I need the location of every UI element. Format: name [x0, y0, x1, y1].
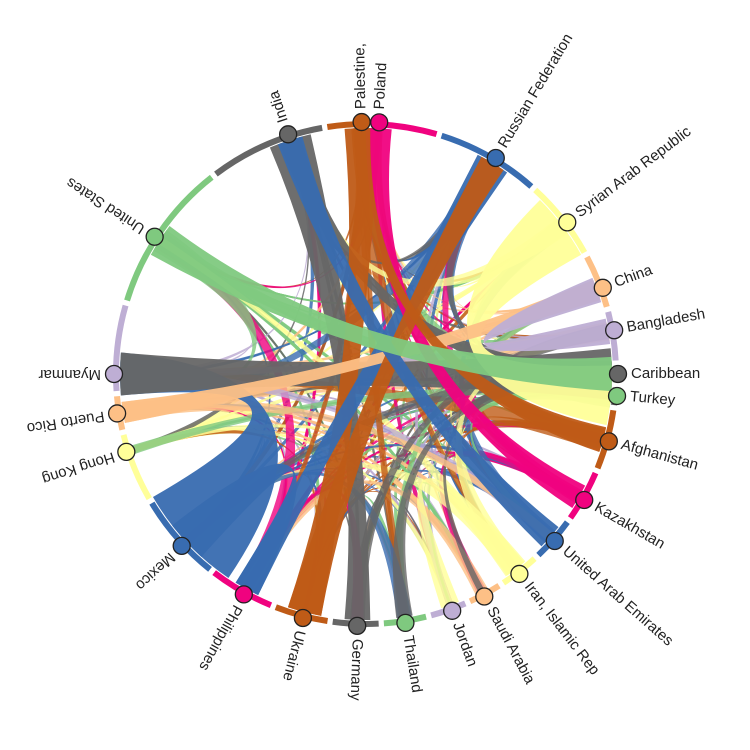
- node-label: Turkey: [629, 388, 676, 409]
- ribbon: [150, 225, 612, 392]
- node-ukraine: Ukraine: [279, 608, 313, 683]
- node-myanmar: Myanmar: [38, 364, 124, 384]
- node-label: Palestine,: [351, 43, 369, 109]
- node-mexico: Mexico: [132, 536, 191, 594]
- node-caribbean: Caribbean: [608, 364, 700, 384]
- node-label: Poland: [371, 62, 390, 110]
- node-dot: [599, 432, 618, 451]
- node-turkey: Turkey: [607, 386, 676, 409]
- ribbon: [353, 127, 607, 453]
- node-dot: [293, 608, 313, 628]
- node-china: China: [593, 261, 655, 297]
- arc-united-states: [124, 174, 214, 302]
- node-label: China: [612, 261, 655, 291]
- node-dot: [608, 364, 628, 384]
- node-label: Caribbean: [631, 365, 700, 382]
- node-afghanistan: Afghanistan: [599, 432, 700, 474]
- ribbon: [120, 352, 278, 578]
- node-dot: [545, 531, 564, 551]
- node-dot: [104, 364, 124, 384]
- node-poland: Poland: [370, 62, 390, 132]
- node-label: Philippines: [195, 602, 245, 674]
- node-russian-federation: Russian Federation: [486, 31, 577, 168]
- node-dot: [510, 564, 529, 584]
- node-jordan: Jordan: [443, 601, 481, 669]
- ribbon: [277, 136, 559, 547]
- node-label: Jordan: [449, 620, 481, 669]
- node-dot: [605, 321, 624, 340]
- node-label: United States: [63, 174, 148, 237]
- ribbon: [287, 127, 379, 616]
- node-dot: [396, 613, 415, 633]
- node-dot: [443, 601, 462, 620]
- node-bangladesh: Bangladesh: [605, 305, 706, 340]
- node-dot: [352, 112, 371, 132]
- node-label: Syrian Arab Republic: [572, 123, 694, 221]
- node-label: Mexico: [132, 549, 178, 594]
- ribbon-layer: [119, 127, 613, 620]
- node-thailand: Thailand: [396, 613, 426, 694]
- node-dot: [145, 227, 164, 246]
- node-label: India: [265, 88, 291, 125]
- node-syrian-arab-republic: Syrian Arab Republic: [558, 123, 695, 232]
- node-dot: [348, 616, 367, 635]
- node-dot: [593, 278, 612, 297]
- node-puerto-rico: Puerto Rico: [26, 404, 127, 437]
- arc-mexico: [149, 501, 212, 572]
- node-dot: [234, 585, 253, 604]
- node-philippines: Philippines: [195, 585, 253, 674]
- node-label: Hong Kong: [40, 448, 117, 487]
- ribbon: [417, 478, 526, 609]
- node-dot: [486, 148, 505, 168]
- node-dot: [575, 490, 594, 510]
- node-label: Germany: [347, 639, 366, 702]
- ribbon: [483, 277, 611, 352]
- node-hong-kong: Hong Kong: [40, 442, 136, 488]
- node-dot: [172, 536, 191, 556]
- node-dot: [475, 587, 494, 606]
- node-label: Puerto Rico: [26, 408, 106, 437]
- node-label: Myanmar: [38, 366, 101, 383]
- node-label: Afghanistan: [619, 436, 700, 474]
- node-dot: [278, 125, 298, 144]
- ribbon: [158, 223, 565, 305]
- node-dot: [107, 404, 127, 423]
- arc-poland: [372, 121, 438, 138]
- ribbon: [183, 461, 525, 576]
- node-saudi-arabia: Saudi Arabia: [475, 587, 539, 688]
- node-label: Iran, Islamic Rep: [521, 579, 603, 679]
- arc-russian-federation: [440, 132, 534, 189]
- node-palestine-: Palestine,: [351, 43, 371, 132]
- node-united-states: United States: [63, 174, 164, 246]
- node-kazakhstan: Kazakhstan: [575, 490, 668, 553]
- ribbon: [287, 156, 504, 616]
- node-label: Thailand: [400, 634, 426, 693]
- node-dot: [558, 213, 577, 232]
- ribbon: [121, 279, 601, 424]
- node-label: Russian Federation: [495, 31, 577, 151]
- node-label: Saudi Arabia: [483, 604, 538, 688]
- node-dot: [607, 386, 627, 406]
- node-label: Kazakhstan: [592, 499, 668, 553]
- node-germany: Germany: [347, 616, 367, 702]
- node-dot: [117, 442, 136, 462]
- node-india: India: [265, 88, 298, 144]
- node-label: Bangladesh: [625, 305, 706, 336]
- arc-india: [214, 124, 323, 177]
- node-dot: [370, 113, 389, 132]
- node-label: Ukraine: [279, 629, 308, 683]
